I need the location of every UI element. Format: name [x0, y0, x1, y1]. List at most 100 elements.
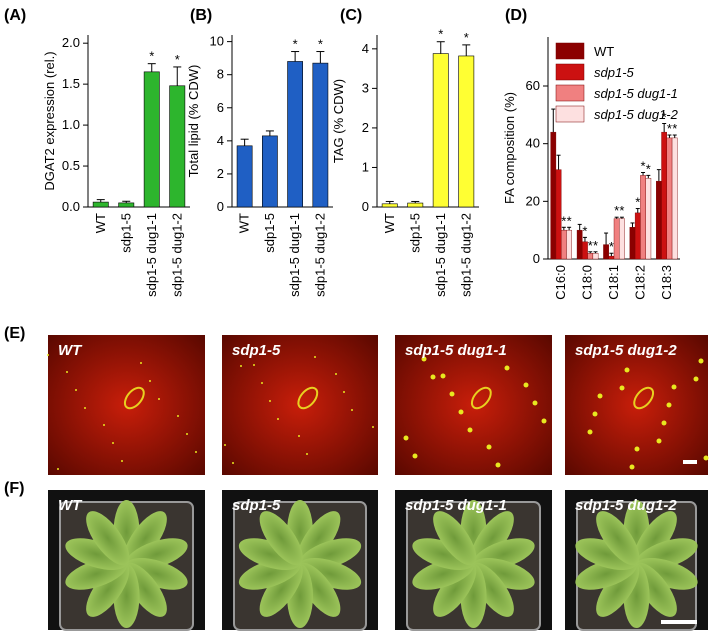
droplet [541, 418, 547, 424]
scale-bar [683, 460, 697, 464]
x-tick-label: C16:0 [553, 265, 568, 300]
droplet [84, 407, 86, 409]
droplet [430, 374, 436, 380]
bar [666, 137, 673, 260]
droplet [634, 446, 640, 452]
legend-label: sdp1-5 [594, 65, 635, 80]
bar [169, 85, 186, 208]
significance: * [175, 52, 180, 67]
photo-label: sdp1-5 dug1-2 [575, 342, 677, 359]
droplet [403, 435, 409, 441]
bar [645, 178, 652, 260]
significance: * [635, 195, 640, 210]
leaf [575, 538, 637, 570]
droplet [597, 393, 603, 399]
droplet [693, 376, 699, 382]
y-tick-label: 1 [362, 159, 369, 174]
droplet [629, 464, 635, 470]
x-tick-label: sdp1-5 [262, 213, 277, 253]
bar [143, 71, 160, 208]
leaf [636, 558, 698, 590]
photo-label: sdp1-5 dug1-2 [575, 497, 677, 514]
droplet [661, 420, 667, 426]
y-tick-label: 10 [210, 34, 224, 49]
droplet [177, 415, 179, 417]
droplet [298, 435, 300, 437]
legend-label: sdp1-5 dug1-2 [594, 107, 679, 122]
droplet [121, 460, 123, 462]
photo-label: sdp1-5 dug1-1 [405, 497, 507, 514]
x-tick-label: C18:3 [659, 265, 674, 300]
droplet [486, 444, 492, 450]
x-tick-label: C18:0 [580, 265, 595, 300]
photo [565, 335, 708, 475]
significance: * [641, 159, 646, 174]
droplet [277, 418, 279, 420]
guard-cell [297, 386, 319, 410]
droplet [224, 444, 226, 446]
significance: * [609, 239, 614, 254]
significance: * [667, 121, 672, 136]
bar [640, 175, 646, 260]
leaf [86, 511, 130, 566]
leaf [238, 538, 301, 570]
guard-cell [123, 386, 145, 410]
bar [656, 180, 662, 260]
significance: * [582, 223, 587, 238]
panel-label: (D) [505, 7, 527, 24]
droplet [306, 453, 308, 455]
x-tick-label: sdp1-5 dug1-2 [312, 213, 327, 297]
y-tick-label: 60 [526, 78, 540, 93]
significance: * [588, 238, 593, 253]
bar [287, 61, 303, 208]
legend-swatch [555, 63, 585, 81]
bar [566, 229, 572, 260]
significance: * [646, 161, 651, 176]
droplet [75, 389, 77, 391]
droplet [467, 427, 473, 433]
droplet [412, 453, 418, 459]
bar [613, 218, 620, 260]
photo-label: sdp1-5 [232, 342, 281, 359]
y-tick-label: 3 [362, 80, 369, 95]
bar [458, 55, 475, 208]
y-tick-label: 40 [526, 136, 540, 151]
y-tick-label: 20 [526, 193, 540, 208]
leaf [596, 511, 640, 566]
droplet [504, 365, 510, 371]
droplet [57, 468, 59, 470]
panel-label: (C) [340, 7, 362, 24]
y-axis-label: Total lipid (% CDW) [186, 65, 201, 178]
y-tick-label: 4 [362, 41, 369, 56]
droplet [656, 438, 662, 444]
photo [222, 335, 378, 475]
droplet [440, 373, 446, 379]
leaf [433, 511, 477, 566]
legend-label: sdp1-5 dug1-1 [594, 86, 678, 101]
bar [661, 131, 668, 260]
bar [432, 53, 449, 208]
droplet [619, 385, 625, 391]
photo-label: sdp1-5 dug1-1 [405, 342, 507, 359]
droplet [103, 424, 105, 426]
leaf [412, 538, 474, 570]
y-tick-label: 0.5 [62, 158, 80, 173]
panel-label: (A) [4, 7, 26, 24]
droplet [532, 400, 538, 406]
y-tick-label: 6 [217, 100, 224, 115]
legend-swatch [555, 105, 585, 123]
x-tick-label: sdp1-5 [118, 213, 133, 253]
bar [608, 255, 615, 260]
droplet [666, 402, 672, 408]
droplet [253, 364, 255, 366]
x-tick-label: sdp1-5 dug1-1 [433, 213, 448, 297]
significance: * [614, 203, 619, 218]
y-tick-label: 2 [217, 166, 224, 181]
bar [407, 202, 424, 208]
leaf [65, 538, 127, 570]
bar [381, 203, 398, 208]
guard-cell [470, 386, 492, 410]
bar [671, 137, 678, 260]
y-tick-label: 0 [217, 199, 224, 214]
droplet [372, 426, 374, 428]
